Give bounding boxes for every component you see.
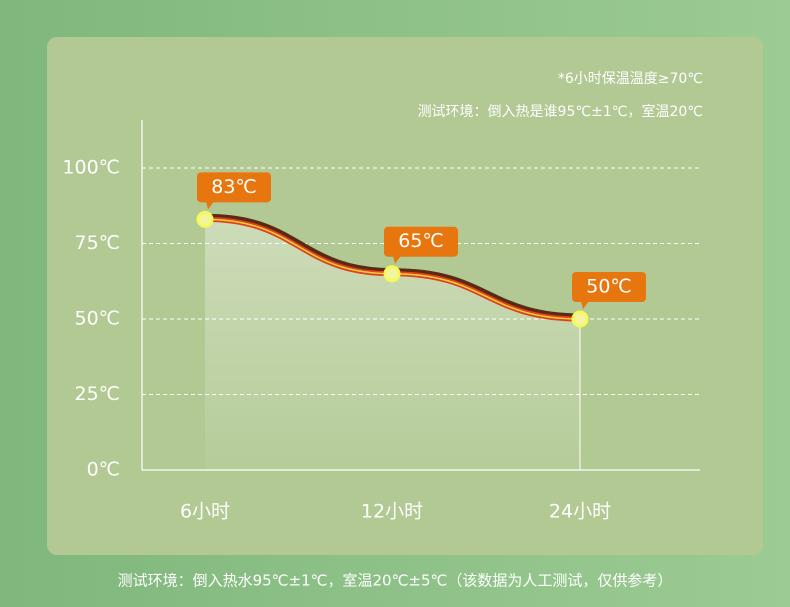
x-tick-label: 6小时 (180, 501, 230, 523)
y-tick-label: 0℃ (87, 459, 120, 481)
callout-tail (206, 201, 214, 210)
value-label: 65℃ (398, 230, 444, 252)
x-tick-label: 24小时 (549, 501, 611, 523)
callout (384, 226, 458, 257)
y-tick-label: 50℃ (74, 308, 120, 330)
point (383, 265, 401, 283)
value-label: 50℃ (586, 276, 632, 298)
callout-tail (581, 301, 589, 309)
point (196, 210, 214, 228)
plot: 0℃ 25℃ 50℃ 75℃ 100℃ 6小时 12小时 24小时 83℃ 65℃ 50℃ (62, 157, 700, 523)
y-tick-label: 75℃ (74, 232, 120, 254)
area (205, 219, 580, 470)
footer: 测试环境：倒入热水95℃±1℃，室温20℃±5℃（该数据为人工测试，仅供参考） (118, 572, 673, 590)
point (571, 310, 589, 328)
note: *6小时保温温度≥70℃ (558, 71, 703, 87)
callout (572, 272, 646, 302)
y-tick-label: 100℃ (62, 157, 120, 179)
value-label: 83℃ (211, 176, 257, 198)
note: 测试环境：倒入热是谁95℃±1℃，室温20℃ (418, 103, 703, 120)
callout (197, 172, 271, 203)
callout-tail (393, 255, 401, 264)
y-tick-label: 25℃ (74, 383, 120, 405)
x-tick-label: 12小时 (361, 501, 423, 523)
